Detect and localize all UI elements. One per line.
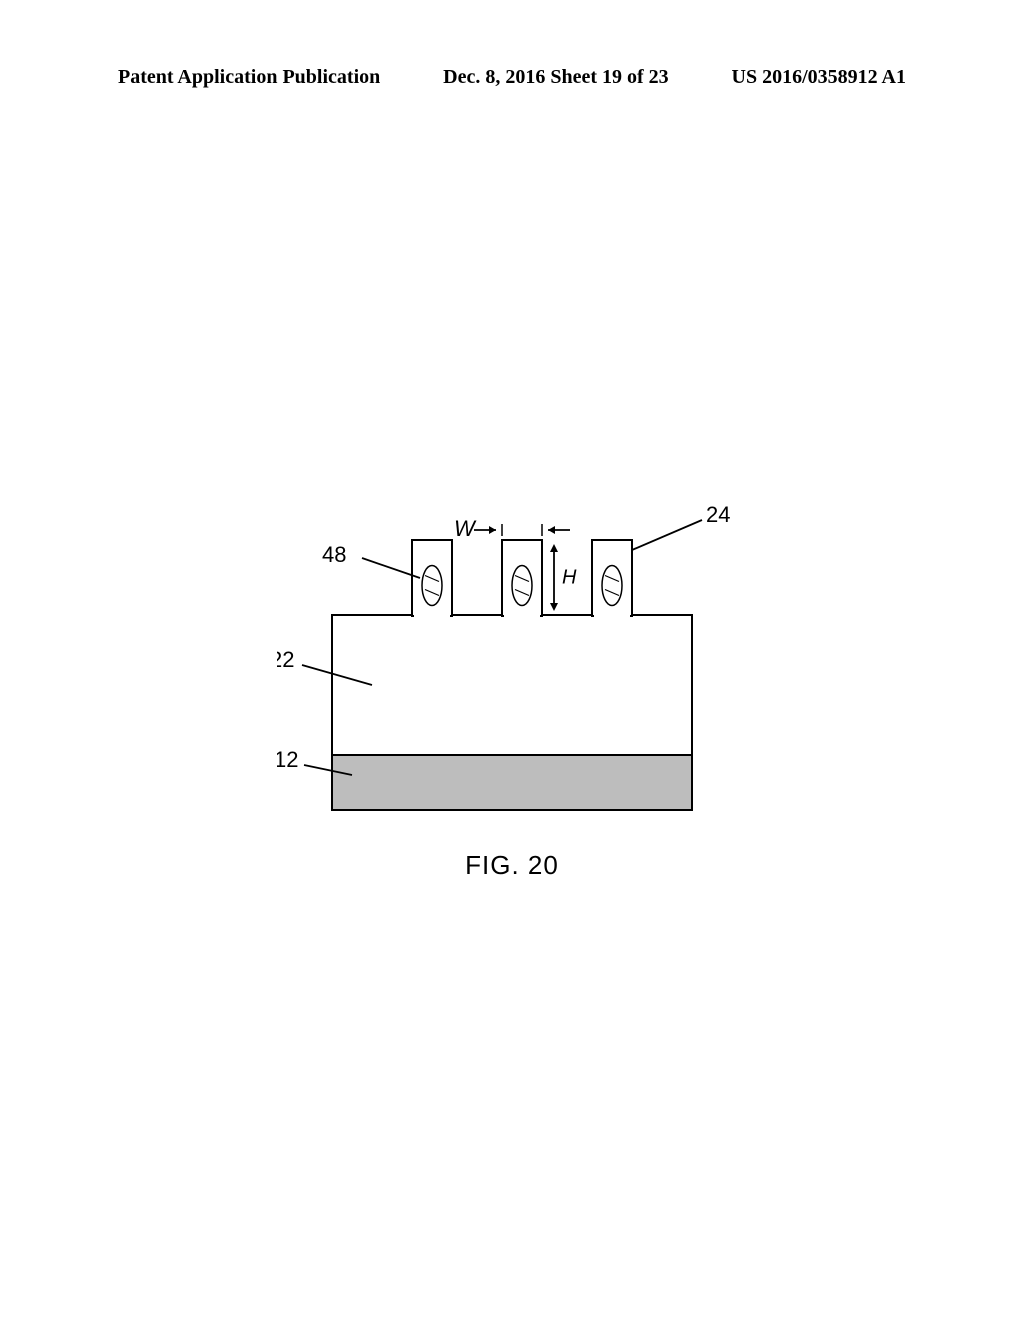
fin-seam-mask-3: [594, 614, 630, 618]
svg-text:22: 22: [277, 647, 294, 672]
h-dim-arrow-down: [550, 603, 558, 611]
w-dim-arrow-left: [489, 526, 496, 534]
fin-seam-mask-2: [504, 614, 540, 618]
figure-area: W H 24 48 22 12: [0, 500, 1024, 1000]
leader-24: [632, 520, 702, 550]
w-dim-arrow-right: [548, 526, 555, 534]
body-region: [332, 615, 692, 755]
page-root: Patent Application Publication Dec. 8, 2…: [0, 0, 1024, 1320]
svg-text:24: 24: [706, 502, 730, 527]
page-header: Patent Application Publication Dec. 8, 2…: [0, 66, 1024, 89]
svg-text:48: 48: [322, 542, 346, 567]
substrate-region: [332, 755, 692, 810]
figure-svg: W H 24 48 22 12: [277, 500, 747, 840]
figure-caption: FIG. 20: [0, 850, 1024, 881]
header-left: Patent Application Publication: [118, 66, 380, 89]
svg-text:12: 12: [277, 747, 298, 772]
h-dim-arrow-up: [550, 544, 558, 552]
header-center: Dec. 8, 2016 Sheet 19 of 23: [443, 66, 669, 89]
fin-seam-mask-1: [414, 614, 450, 618]
svg-text:W: W: [454, 516, 477, 541]
header-right: US 2016/0358912 A1: [732, 66, 906, 89]
svg-text:H: H: [562, 567, 577, 589]
